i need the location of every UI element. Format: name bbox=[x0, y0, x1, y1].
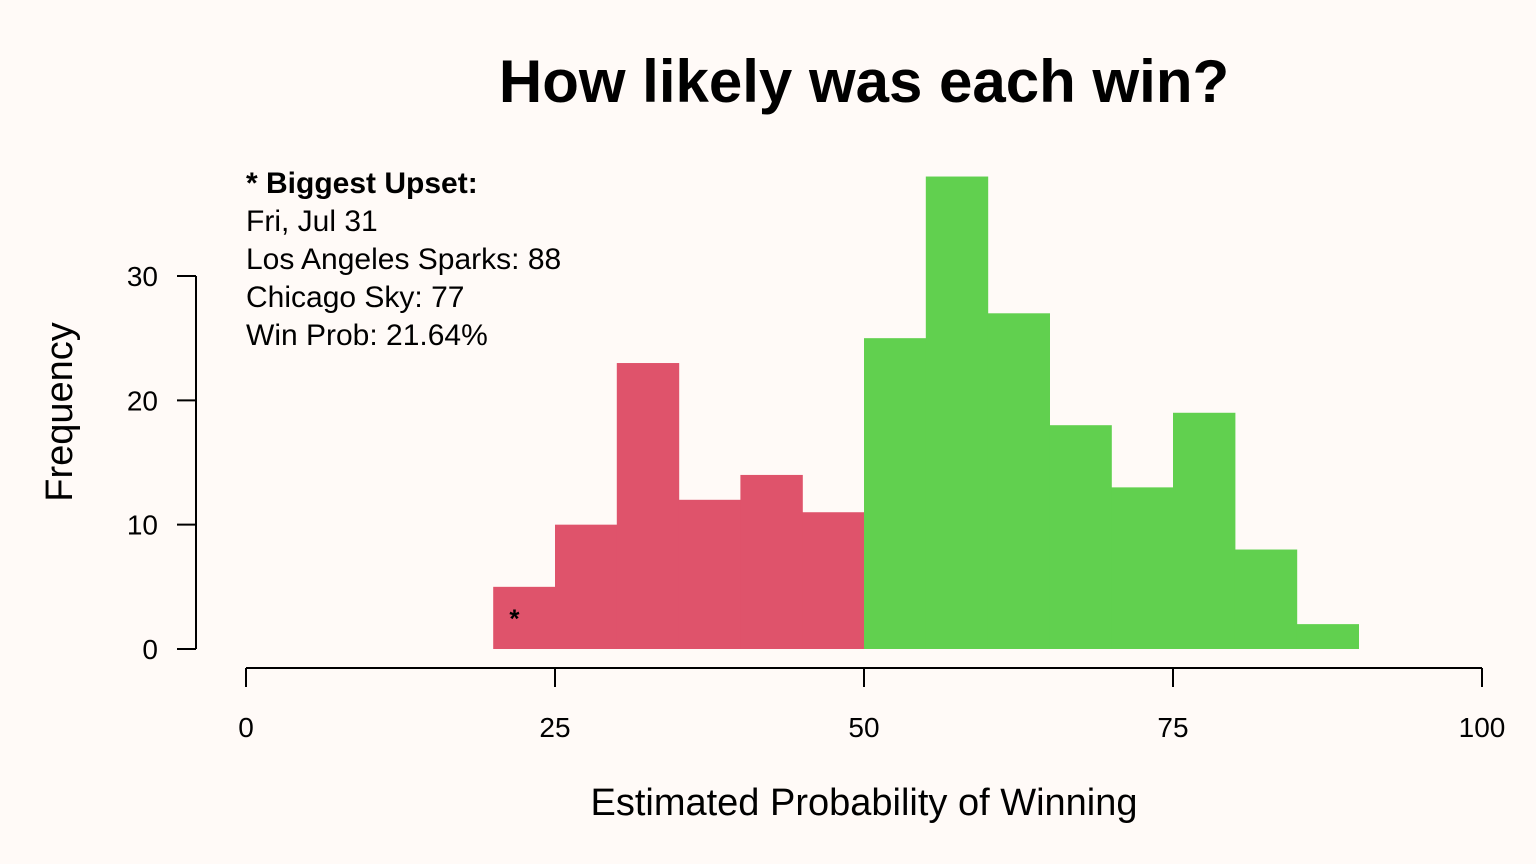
x-ticks: 0 25 50 75 100 bbox=[238, 668, 1505, 743]
histogram-bar bbox=[555, 524, 618, 649]
x-tick-label: 75 bbox=[1157, 712, 1188, 743]
y-tick-label: 10 bbox=[127, 510, 158, 541]
histogram-bar bbox=[1296, 624, 1359, 649]
y-tick-label: 30 bbox=[127, 261, 158, 292]
y-axis: 0 10 20 30 bbox=[127, 261, 197, 665]
histogram-bar bbox=[1234, 549, 1298, 649]
y-ticks: 0 10 20 30 bbox=[127, 261, 196, 665]
histogram-bar bbox=[740, 474, 803, 649]
y-tick-label: 20 bbox=[127, 385, 158, 416]
x-tick-label: 100 bbox=[1459, 712, 1506, 743]
y-tick-label: 0 bbox=[142, 634, 158, 665]
histogram-bar bbox=[987, 313, 1050, 649]
upset-marker: * bbox=[509, 603, 520, 633]
annotation-heading: * Biggest Upset: bbox=[246, 167, 478, 200]
y-axis-title: Frequency bbox=[39, 322, 81, 502]
x-tick-label: 50 bbox=[848, 712, 879, 743]
annotation-line: Fri, Jul 31 bbox=[246, 205, 378, 238]
biggest-upset-annotation: * Biggest Upset: Fri, Jul 31 Los Angeles… bbox=[246, 167, 561, 352]
histogram-bar bbox=[864, 338, 927, 649]
histogram-bars bbox=[493, 176, 1359, 649]
x-axis: 0 25 50 75 100 bbox=[238, 667, 1505, 743]
histogram-bar bbox=[1111, 487, 1174, 649]
histogram-bar bbox=[1173, 412, 1236, 649]
annotation-line: Win Prob: 21.64% bbox=[246, 319, 488, 352]
x-axis-title: Estimated Probability of Winning bbox=[590, 782, 1137, 824]
annotation-line: Chicago Sky: 77 bbox=[246, 281, 464, 314]
histogram-bar bbox=[616, 363, 680, 649]
x-tick-label: 25 bbox=[539, 712, 570, 743]
histogram-bar bbox=[802, 512, 865, 649]
histogram-bar bbox=[678, 499, 741, 649]
chart-title: How likely was each win? bbox=[499, 48, 1229, 115]
histogram-bar bbox=[1049, 425, 1112, 649]
histogram-bar bbox=[493, 586, 556, 649]
annotation-line: Los Angeles Sparks: 88 bbox=[246, 243, 561, 276]
histogram-bar bbox=[925, 176, 989, 649]
x-tick-label: 0 bbox=[238, 712, 254, 743]
